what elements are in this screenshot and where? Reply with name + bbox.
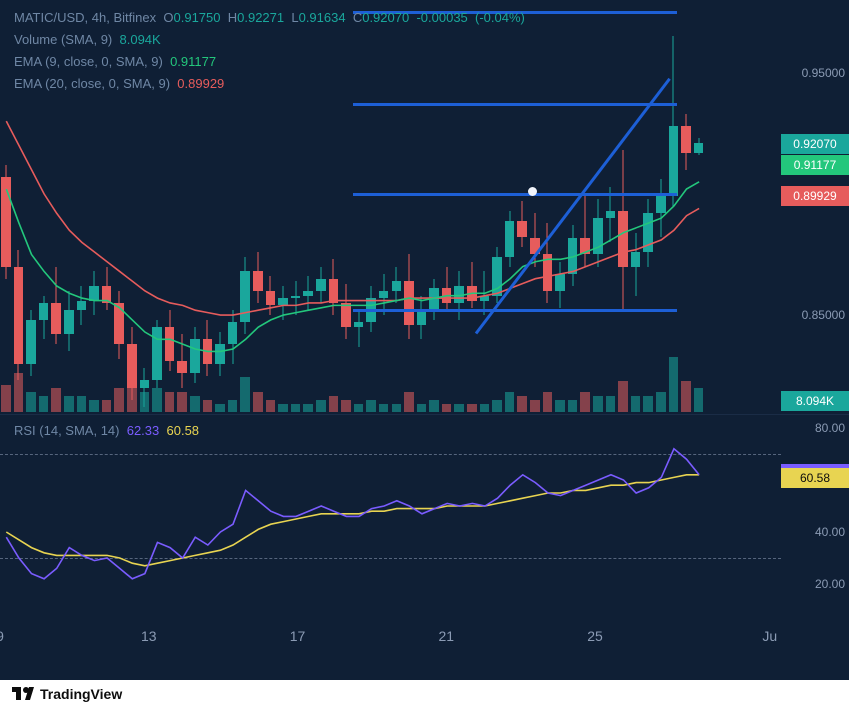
volume-bar <box>127 381 137 412</box>
rsi-value-2: 60.58 <box>167 423 200 438</box>
chart-header: MATIC/USD, 4h, Bitfinex O0.91750 H0.9227… <box>14 8 525 96</box>
volume-bar <box>341 400 351 412</box>
chart-container[interactable]: MATIC/USD, 4h, Bitfinex O0.91750 H0.9227… <box>0 0 849 680</box>
volume-bar <box>165 392 175 412</box>
rsi-bands <box>0 415 849 622</box>
ema1-value: 0.91177 <box>170 54 216 69</box>
volume-bar <box>568 400 578 412</box>
volume-bars-layer <box>0 352 781 412</box>
ema2-label: EMA (20, close, 0, SMA, 9) <box>14 76 170 91</box>
volume-bar <box>618 381 628 412</box>
time-axis: 9 13 17 21 25 Ju <box>0 622 849 662</box>
rsi-header: RSI (14, SMA, 14) 62.33 60.58 <box>14 421 199 443</box>
volume-bar <box>555 400 565 412</box>
volume-bar <box>89 400 99 412</box>
time-tick: 25 <box>587 628 603 644</box>
volume-bar <box>266 400 276 412</box>
trend-line[interactable] <box>353 193 677 196</box>
volume-bar <box>316 400 326 412</box>
volume-bar <box>404 392 414 412</box>
volume-bar <box>379 404 389 412</box>
volume-bar <box>669 357 679 412</box>
volume-bar <box>392 404 402 412</box>
ohlc-close: 0.92070 <box>362 10 409 25</box>
volume-bar <box>14 373 24 412</box>
volume-bar <box>467 404 477 412</box>
rsi-band <box>0 558 781 559</box>
volume-bar <box>366 400 376 412</box>
volume-bar <box>543 392 553 412</box>
ema1-label: EMA (9, close, 0, SMA, 9) <box>14 54 163 69</box>
change-abs: -0.00035 <box>416 10 467 25</box>
volume-bar <box>152 388 162 412</box>
volume-bar <box>253 392 263 412</box>
ema2-value: 0.89929 <box>177 76 224 91</box>
tradingview-attribution: TradingView <box>0 680 849 712</box>
volume-bar <box>114 388 124 412</box>
volume-bar <box>593 396 603 412</box>
volume-bar <box>240 377 250 412</box>
volume-bar <box>102 400 112 412</box>
volume-bar <box>517 396 527 412</box>
volume-bar <box>492 400 502 412</box>
tradingview-brand-text: TradingView <box>40 686 122 702</box>
volume-bar <box>656 392 666 412</box>
volume-bar <box>1 385 11 413</box>
ohlc-open: 0.91750 <box>174 10 221 25</box>
trend-line-diagonal[interactable] <box>475 78 671 334</box>
symbol-label: MATIC/USD, 4h, Bitfinex <box>14 10 160 25</box>
time-tick: 13 <box>141 628 157 644</box>
volume-bar <box>303 404 313 412</box>
time-tick: Ju <box>762 628 777 644</box>
volume-bar <box>26 392 36 412</box>
rsi-value-1: 62.33 <box>127 423 160 438</box>
volume-label: Volume (SMA, 9) <box>14 32 112 47</box>
ohlc-low: 0.91634 <box>299 10 346 25</box>
volume-value: 8.094K <box>120 32 161 47</box>
volume-bar <box>278 404 288 412</box>
volume-bar <box>530 400 540 412</box>
change-pct: (-0.04%) <box>475 10 525 25</box>
rsi-label: RSI (14, SMA, 14) <box>14 423 119 438</box>
volume-bar <box>480 404 490 412</box>
volume-bar <box>354 404 364 412</box>
volume-bar <box>64 396 74 412</box>
rsi-pane[interactable]: RSI (14, SMA, 14) 62.33 60.58 80.0040.00… <box>0 414 849 622</box>
volume-bar <box>417 404 427 412</box>
volume-bar <box>580 392 590 412</box>
time-tick: 21 <box>438 628 454 644</box>
time-tick: 9 <box>0 628 4 644</box>
volume-bar <box>215 404 225 412</box>
volume-bar <box>140 392 150 412</box>
ohlc-high: 0.92271 <box>237 10 284 25</box>
volume-bar <box>606 396 616 412</box>
volume-bar <box>329 396 339 412</box>
volume-bar <box>681 381 691 412</box>
trend-line[interactable] <box>353 103 677 106</box>
volume-bar <box>429 400 439 412</box>
volume-bar <box>291 404 301 412</box>
volume-bar <box>694 388 704 412</box>
price-pane[interactable]: MATIC/USD, 4h, Bitfinex O0.91750 H0.9227… <box>0 0 849 412</box>
volume-bar <box>203 400 213 412</box>
volume-bar <box>190 396 200 412</box>
volume-bar <box>643 396 653 412</box>
rsi-band <box>0 454 781 455</box>
volume-bar <box>51 388 61 412</box>
time-tick: 17 <box>290 628 306 644</box>
volume-bar <box>454 404 464 412</box>
volume-bar <box>505 392 515 412</box>
trend-line[interactable] <box>353 309 677 312</box>
volume-bar <box>228 400 238 412</box>
volume-bar <box>39 396 49 412</box>
tradingview-logo-icon <box>12 687 34 701</box>
volume-bar <box>631 396 641 412</box>
volume-bar <box>442 404 452 412</box>
volume-bar <box>177 392 187 412</box>
volume-bar <box>77 396 87 412</box>
